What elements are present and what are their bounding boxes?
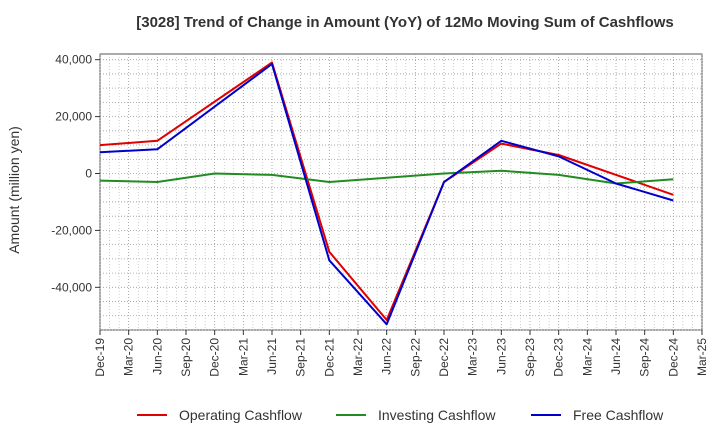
x-tick-label: Jun-20 <box>150 338 164 375</box>
y-tick-label: 0 <box>85 167 92 181</box>
x-tick-label: Jun-21 <box>265 338 279 375</box>
x-tick-label: Mar-21 <box>236 338 250 376</box>
x-tick-label: Sep-22 <box>408 338 422 377</box>
x-tick-label: Dec-19 <box>93 338 107 377</box>
legend-item-free: Free Cashflow <box>531 404 663 426</box>
y-axis-label: Amount (million yen) <box>6 126 22 254</box>
series-layer <box>99 61 674 326</box>
x-tick-label: Dec-21 <box>322 338 336 377</box>
series-line-operating-cashflow <box>99 61 674 321</box>
x-tick-label: Dec-23 <box>552 338 566 377</box>
x-tick-label: Jun-23 <box>494 338 508 375</box>
x-tick-label: Mar-22 <box>351 338 365 376</box>
y-tick-label: 40,000 <box>55 53 92 67</box>
y-tick-label: -40,000 <box>51 280 92 294</box>
x-tick-label: Mar-24 <box>580 338 594 376</box>
legend-item-operating: Operating Cashflow <box>137 404 302 426</box>
x-tick-label: Dec-20 <box>208 338 222 377</box>
legend-swatch-operating <box>137 414 167 416</box>
legend-swatch-free <box>531 414 561 416</box>
legend-label-operating: Operating Cashflow <box>179 407 302 423</box>
x-tick-label: Sep-24 <box>638 338 652 377</box>
x-tick-label: Sep-21 <box>294 338 308 377</box>
legend-swatch-investing <box>336 414 366 416</box>
y-tick-label: -20,000 <box>51 223 92 237</box>
x-tick-label: Sep-20 <box>179 338 193 377</box>
x-tick-label: Jun-22 <box>380 338 394 375</box>
axis-layer: 40,000 20,000 0 -20,000 -40,000 Dec-19 Mar-20 J… <box>51 53 709 377</box>
x-tick-label: Mar-25 <box>695 338 709 376</box>
series-line-investing-cashflow <box>99 169 674 185</box>
y-tick-label: 20,000 <box>55 110 92 124</box>
legend-item-investing: Investing Cashflow <box>336 404 496 426</box>
x-tick-label: Sep-23 <box>523 338 537 377</box>
legend-label-investing: Investing Cashflow <box>378 407 496 423</box>
grid-layer <box>99 53 703 331</box>
legend: Operating Cashflow Investing Cashflow Fr… <box>0 404 720 426</box>
series-line-free-cashflow <box>99 63 674 326</box>
x-tick-label: Mar-20 <box>122 338 136 376</box>
x-tick-label: Dec-22 <box>437 338 451 377</box>
chart-title: [3028] Trend of Change in Amount (YoY) o… <box>136 14 674 31</box>
x-tick-label: Mar-23 <box>466 338 480 376</box>
legend-label-free: Free Cashflow <box>573 407 664 423</box>
x-tick-label: Dec-24 <box>666 338 680 377</box>
x-tick-label: Jun-24 <box>609 338 623 375</box>
